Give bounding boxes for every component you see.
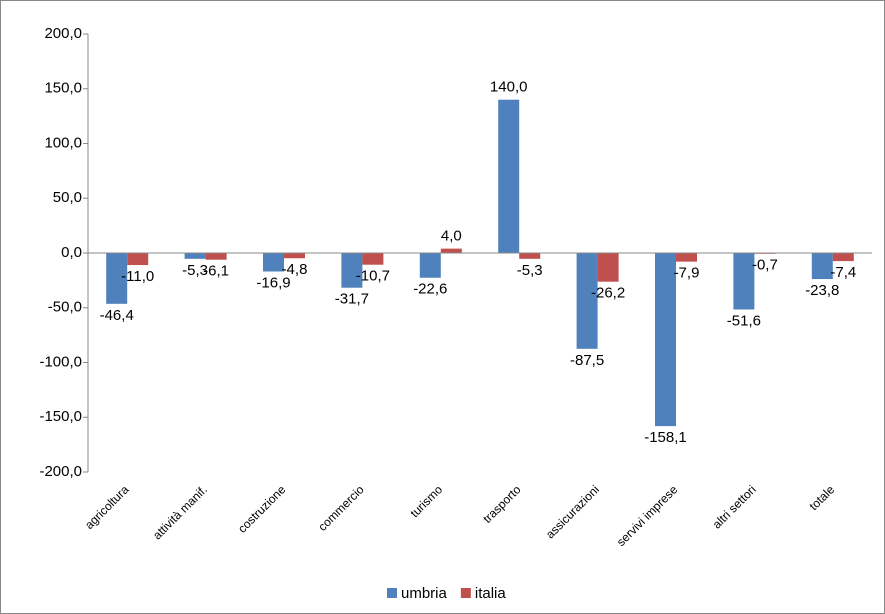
y-tick-label: -50,0 xyxy=(48,299,82,316)
bar xyxy=(440,248,462,253)
y-tick-label: -100,0 xyxy=(39,353,82,370)
value-label: -87,5 xyxy=(570,352,604,369)
value-label: 140,0 xyxy=(490,79,528,96)
bar xyxy=(184,253,206,259)
bar xyxy=(284,253,305,259)
bar xyxy=(811,253,833,280)
y-tick-label: 0,0 xyxy=(61,244,82,261)
legend-label: italia xyxy=(475,585,507,602)
y-tick-label: 100,0 xyxy=(44,134,82,151)
bar xyxy=(676,253,697,262)
value-label: -16,9 xyxy=(256,274,290,291)
y-tick-label: -200,0 xyxy=(39,463,82,480)
value-label: -46,4 xyxy=(100,307,134,324)
y-tick-label: 150,0 xyxy=(44,80,82,97)
y-tick-label: 50,0 xyxy=(53,189,82,206)
bar xyxy=(576,253,598,349)
bar xyxy=(263,253,284,272)
bar xyxy=(655,253,676,427)
value-label: -7,4 xyxy=(830,264,856,281)
bar xyxy=(832,253,854,262)
value-label: -23,8 xyxy=(805,282,839,299)
legend-label: umbria xyxy=(401,585,448,602)
value-label: -22,6 xyxy=(413,281,447,298)
value-label: -0,7 xyxy=(752,257,778,274)
value-label: -5,3 xyxy=(517,262,543,279)
value-label: -5,3 xyxy=(182,262,208,279)
bar xyxy=(205,253,227,260)
bar xyxy=(519,253,541,259)
y-tick-label: -150,0 xyxy=(39,408,82,425)
bar xyxy=(106,253,128,304)
value-label: -7,9 xyxy=(674,265,700,282)
value-label: 4,0 xyxy=(441,228,462,245)
bar xyxy=(362,253,384,265)
bar xyxy=(341,253,363,288)
value-label: -158,1 xyxy=(644,429,687,446)
value-label: -26,2 xyxy=(591,285,625,302)
legend-swatch xyxy=(387,588,397,598)
bar xyxy=(419,253,441,278)
value-label: -4,8 xyxy=(282,261,308,278)
legend-swatch xyxy=(460,588,471,598)
value-label: -51,6 xyxy=(727,312,761,329)
value-label: -6,1 xyxy=(203,263,229,280)
y-tick-label: 200,0 xyxy=(44,25,82,42)
bar xyxy=(597,253,619,282)
bar xyxy=(127,253,149,266)
value-label: -31,7 xyxy=(335,291,369,308)
bar xyxy=(733,253,755,310)
value-label: -11,0 xyxy=(121,268,154,285)
bar xyxy=(498,99,520,253)
value-label: -10,7 xyxy=(356,268,390,285)
